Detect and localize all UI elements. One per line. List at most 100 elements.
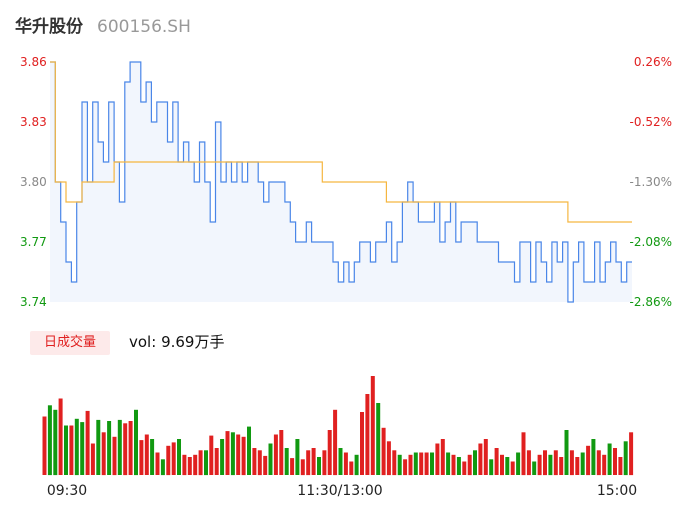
volume-bar: [408, 454, 413, 476]
volume-bar: [230, 432, 235, 476]
volume-bar: [247, 426, 251, 475]
volume-bar: [510, 461, 515, 475]
volume-bar: [596, 450, 601, 476]
volume-bar: [225, 431, 230, 475]
volume-bar: [284, 448, 289, 475]
volume-bar: [607, 443, 612, 475]
volume-bar: [462, 461, 467, 475]
volume-bar: [559, 457, 564, 475]
volume-summary: vol: 9.69万手: [129, 331, 224, 355]
volume-bar: [494, 448, 499, 475]
volume-bar: [397, 454, 402, 476]
volume-bar: [505, 457, 510, 475]
y-tick-left: 3.74: [20, 295, 47, 309]
volume-bar: [263, 455, 268, 475]
y-tick-left: 3.86: [20, 55, 47, 69]
x-tick-label: 09:30: [47, 483, 87, 499]
volume-bar: [187, 457, 192, 475]
volume-bar: [370, 376, 375, 475]
volume-bar: [220, 439, 225, 475]
volume-bar: [629, 432, 634, 476]
volume-bar: [489, 459, 494, 476]
price-line: [50, 61, 632, 303]
stock-code: 600156.SH: [97, 17, 191, 37]
y-tick-right: -0.52%: [630, 115, 672, 129]
volume-bar: [155, 452, 160, 475]
volume-bar: [403, 459, 408, 476]
volume-bar: [209, 435, 214, 475]
volume-bar: [257, 450, 262, 476]
x-tick-label: 11:30/13:00: [297, 483, 382, 499]
volume-bar: [580, 452, 585, 475]
stock-name: 华升股份: [15, 17, 83, 37]
volume-bar: [376, 403, 381, 475]
volume-bar: [386, 441, 391, 476]
volume-bar: [360, 412, 364, 475]
volume-bar: [107, 421, 112, 475]
volume-bar: [322, 450, 327, 476]
volume-bar: [290, 458, 295, 475]
volume-bar: [300, 459, 305, 476]
volume-bar: [150, 439, 155, 475]
volume-bar: [333, 409, 338, 476]
volume-bar: [85, 410, 90, 475]
volume-bar: [424, 452, 429, 475]
y-tick-right: 0.26%: [634, 55, 672, 69]
volume-bar: [236, 434, 241, 475]
y-tick-right: -1.30%: [630, 175, 672, 189]
volume-bar: [80, 422, 85, 475]
volume-bar: [446, 452, 451, 475]
volume-bar: [500, 454, 504, 476]
volume-bar: [602, 454, 607, 476]
volume-bar: [90, 443, 95, 475]
volume-bar: [204, 450, 208, 476]
volume-bar: [586, 445, 591, 476]
volume-bar: [47, 405, 52, 476]
volume-bar: [537, 454, 542, 476]
volume-bar: [193, 454, 198, 476]
volume-prefix: vol:: [129, 333, 157, 351]
volume-bar: [451, 454, 456, 476]
volume-bar: [311, 448, 316, 475]
volume-bar: [478, 443, 483, 475]
volume-bar: [430, 452, 434, 475]
volume-bar: [381, 427, 386, 476]
volume-bar: [317, 457, 321, 475]
volume-bar: [69, 425, 74, 475]
x-tick-label: 15:00: [597, 483, 637, 499]
volume-bar: [58, 398, 63, 475]
volume-bar: [177, 439, 181, 475]
volume-bar: [569, 450, 574, 476]
volume-bar: [613, 448, 617, 475]
volume-bar: [123, 423, 128, 476]
volume-bar: [198, 450, 203, 476]
volume-bar: [526, 450, 531, 476]
y-tick-left: 3.80: [20, 175, 47, 189]
volume-bar: [413, 452, 418, 475]
volume-bar: [338, 448, 343, 475]
volume-bar: [279, 430, 284, 475]
volume-bar: [134, 409, 138, 476]
volume-bar: [53, 409, 58, 476]
volume-bar: [354, 454, 359, 476]
y-tick-left: 3.77: [20, 235, 47, 249]
volume-bar: [521, 432, 526, 476]
volume-bar: [101, 432, 106, 476]
volume-bar: [74, 418, 79, 476]
volume-bar: [214, 448, 219, 475]
volume-bar: [160, 459, 165, 476]
volume-bar: [516, 452, 521, 475]
volume-bar: [392, 450, 397, 476]
average-line: [50, 61, 632, 223]
volume-bar: [343, 452, 348, 475]
volume-bar: [575, 457, 580, 475]
volume-bar: [295, 439, 300, 475]
volume-bar: [548, 454, 553, 476]
volume-bar: [128, 421, 133, 475]
volume-bar: [483, 439, 488, 475]
volume-bar: [139, 440, 144, 475]
volume-value: 9.69万手: [161, 333, 225, 351]
volume-bar: [273, 434, 278, 475]
chart-header: 华升股份 600156.SH: [15, 12, 191, 40]
